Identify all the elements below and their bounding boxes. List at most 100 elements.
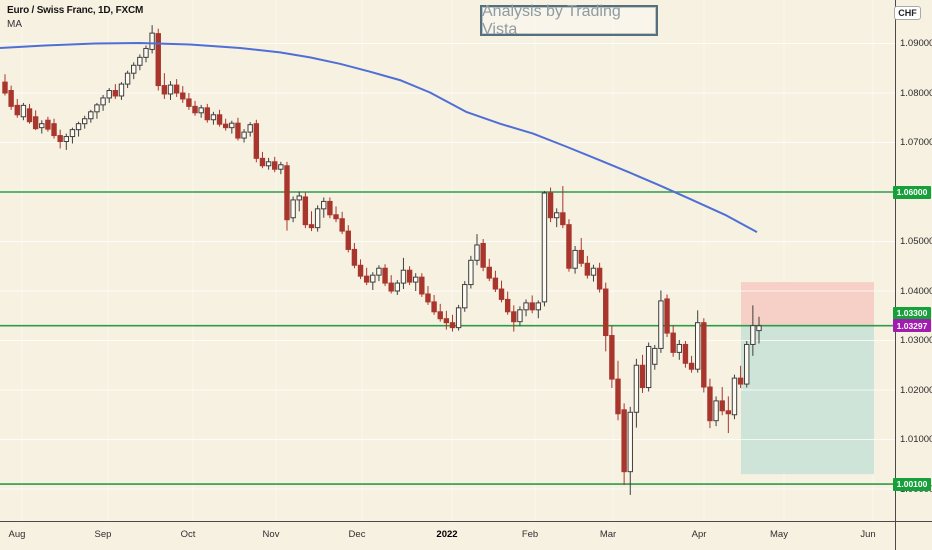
time-tick-label: Sep [94, 529, 112, 540]
candle-body-down [596, 267, 603, 290]
price-tick-label: 1.04000 [900, 285, 932, 297]
candle-body-down [719, 400, 725, 412]
candle-body-down [284, 165, 290, 221]
candle-body-down [639, 364, 646, 389]
candle-body-up [633, 364, 640, 413]
candle-body-down [161, 85, 168, 95]
candle-body-down [406, 269, 413, 283]
candle-body-up [658, 300, 664, 349]
candle-body-down [363, 275, 370, 283]
candle-body-down [32, 116, 39, 130]
candle-body-up [124, 72, 131, 85]
indicator-label[interactable]: MA [7, 19, 22, 30]
candle-body-up [474, 244, 480, 261]
candle-body-up [370, 274, 376, 283]
candle-body-up [278, 164, 284, 170]
candle-body-up [455, 307, 462, 329]
candle-body-down [57, 135, 63, 143]
candle-body-up [535, 302, 542, 311]
candle-body-up [290, 199, 296, 219]
candle-body-up [247, 124, 253, 133]
time-tick-label: Jun [860, 529, 876, 540]
candle-body-down [425, 293, 431, 303]
candle-body-down [498, 288, 505, 300]
risk-zone[interactable] [741, 282, 874, 326]
ma-line [0, 42, 758, 233]
candle-body-down [2, 81, 8, 94]
reward-zone[interactable] [741, 325, 874, 475]
candle-body-up [400, 269, 407, 284]
candle-body-down [529, 302, 535, 311]
candle-body-down [112, 90, 119, 97]
candle-body-down [51, 123, 57, 137]
time-axis[interactable]: Aug Sep Oct Nov Dec 2022 Feb Mar Apr May Jun [0, 521, 932, 550]
price-level-badge: 1.03300 [893, 306, 931, 320]
candle-body-up [713, 400, 719, 422]
price-tick-label: 1.05000 [900, 236, 932, 247]
analysis-banner-annotation[interactable]: Analysis by Trading Vista [480, 3, 658, 38]
candle-body-up [75, 123, 82, 131]
candle-body-up [462, 284, 468, 309]
price-axis[interactable]: 1.09000 1.08000 1.07000 1.05000 1.04000 1.030… [895, 0, 932, 550]
candle-body-down [707, 386, 713, 422]
candle-body-down [173, 84, 180, 94]
candle-body-up [376, 267, 382, 276]
candle-body-down [302, 196, 309, 226]
candle-body-down [357, 264, 364, 277]
candle-body-up [94, 104, 100, 113]
candle-body-up [88, 111, 94, 120]
candle-body-up [627, 411, 633, 473]
price-level-badge: 1.00100 [893, 477, 931, 491]
candle-body-up [750, 325, 756, 345]
candle-body-down [308, 224, 315, 229]
candle-body-up [20, 104, 27, 118]
price-tick-label: 1.09000 [900, 38, 932, 49]
price-tick-label: 1.02000 [900, 384, 932, 396]
candle-body-down [235, 122, 241, 139]
candle-body-down [449, 322, 456, 329]
candle-body-down [180, 92, 186, 100]
candle-body-down [609, 335, 615, 380]
last-price-badge: 1.03297 [893, 319, 931, 333]
time-tick-label: Feb [521, 529, 539, 540]
price-pane[interactable] [0, 0, 896, 521]
candle-body-down [725, 410, 732, 415]
candle-body-down [603, 288, 609, 337]
candle-body-down [155, 33, 161, 87]
candle-body-up [590, 267, 597, 276]
candle-body-down [272, 161, 278, 170]
candle-body-down [578, 249, 584, 264]
candle-body-down [511, 311, 517, 323]
candle-body-down [259, 157, 266, 167]
symbol-title[interactable]: Euro / Swiss Franc, 1D, FXCM [7, 5, 144, 16]
candle-body-up [468, 259, 474, 286]
time-tick-label: Mar [599, 529, 617, 540]
time-tick-label: Aug [8, 529, 26, 540]
candle-body-up [131, 64, 137, 74]
candle-body-up [69, 129, 76, 138]
candle-body-down [615, 378, 621, 415]
candle-body-up [229, 122, 235, 129]
candle-body-up [541, 192, 548, 303]
price-tick-label: 1.07000 [900, 137, 932, 148]
candle-body-up [517, 309, 523, 323]
candle-body-up [394, 282, 401, 292]
candle-body-down [737, 377, 744, 385]
candle-body-down [419, 276, 425, 295]
candle-body-down [351, 248, 358, 266]
candle-body-down [480, 242, 486, 268]
price-tick-label: 1.08000 [900, 87, 932, 99]
candle-body-up [81, 118, 88, 125]
time-tick-label: May [770, 529, 788, 540]
time-tick-label: Apr [691, 529, 707, 540]
candle-body-down [339, 218, 345, 232]
currency-button[interactable]: CHF [894, 6, 921, 20]
candle-body-up [756, 325, 762, 332]
candle-body-up [241, 131, 247, 139]
candle-body-up [143, 47, 149, 58]
time-tick-label: 2022 [436, 529, 458, 540]
candle-body-down [431, 301, 437, 313]
candle-body-up [265, 161, 272, 167]
candle-body-up [572, 249, 578, 269]
candle-body-up [523, 302, 529, 311]
